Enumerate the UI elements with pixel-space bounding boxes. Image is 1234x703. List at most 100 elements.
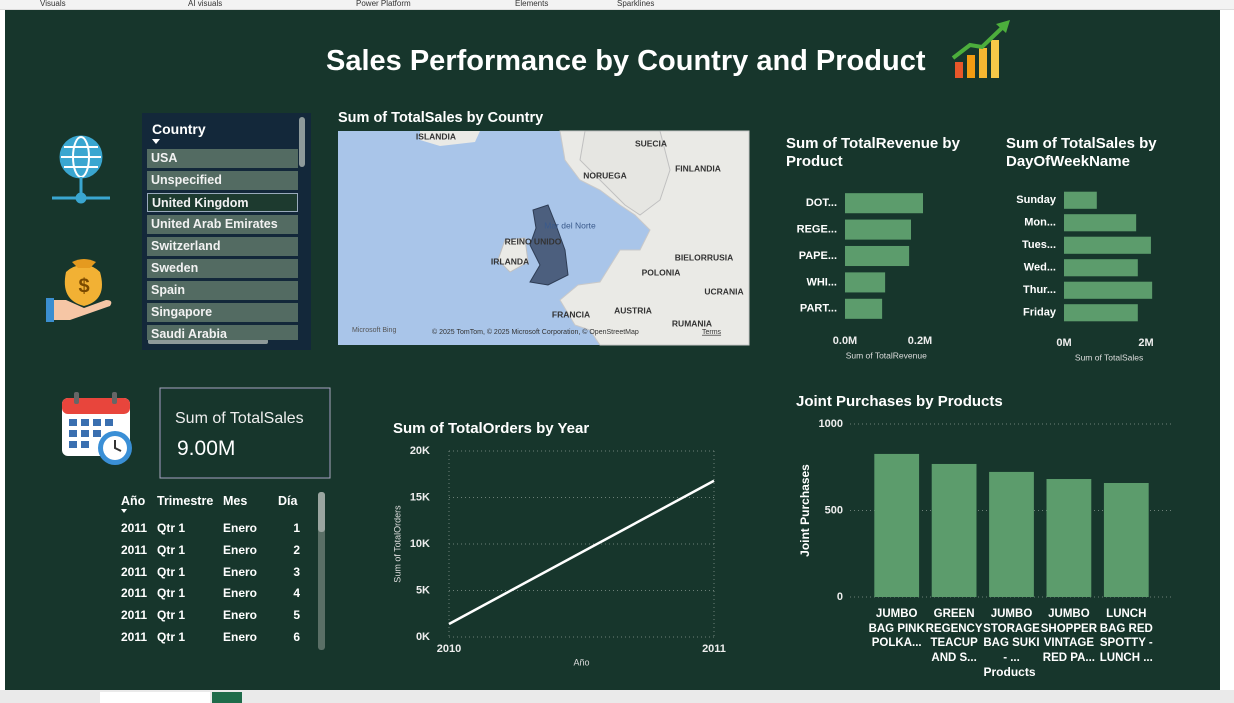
y-tick-label: 5K: [416, 584, 430, 596]
ribbon-label[interactable]: Power Platform: [356, 0, 411, 8]
category-label: JUMBO STORAGE BAG SUKI - ...: [983, 608, 1040, 664]
card-value: 9.00M: [177, 437, 236, 460]
table-cell: 2: [293, 542, 300, 557]
table-cell: 2011: [121, 630, 148, 644]
bar: [1103, 482, 1149, 597]
table-cell: Qtr 1: [157, 608, 186, 623]
y-tick-label: 0K: [416, 631, 430, 643]
slicer-item[interactable]: USA: [147, 149, 298, 168]
x-tick-label: 2011: [702, 643, 726, 655]
category-label: PAPE...: [799, 250, 837, 262]
map-terms[interactable]: Terms: [702, 329, 722, 336]
slicer-scrollbar[interactable]: [299, 117, 305, 167]
category-label: GREEN REGENCY TEACUP AND S...: [925, 608, 983, 664]
table-header[interactable]: Trimestre: [157, 494, 214, 508]
y-tick-label: 10K: [410, 538, 430, 550]
table-cell: 2011: [121, 542, 148, 557]
x-axis-title: Año: [573, 657, 589, 667]
table-cell: 2011: [121, 608, 148, 623]
bar: [845, 193, 923, 214]
bar: [989, 471, 1034, 597]
ribbon-label[interactable]: Sparklines: [617, 0, 655, 8]
ribbon-label[interactable]: AI visuals: [188, 0, 223, 8]
table-header[interactable]: Día: [278, 494, 298, 508]
map-label: SUECIA: [635, 138, 667, 148]
slicer-item[interactable]: United Kingdom: [147, 193, 298, 212]
y-axis-title: Joint Purchases: [798, 464, 812, 557]
bar: [845, 298, 883, 319]
table-cell: 2011: [121, 521, 148, 535]
map-label: NORUEGA: [583, 170, 626, 180]
x-axis-title: Sum of TotalRevenue: [846, 350, 927, 360]
slicer-item[interactable]: Switzerland: [147, 237, 298, 256]
active-tab[interactable]: [212, 692, 242, 703]
slicer-item[interactable]: Singapore: [147, 303, 298, 322]
chart-title: Sum of TotalRevenue by Product: [786, 135, 960, 170]
table-cell: 2011: [121, 586, 148, 601]
table-cell: Qtr 1: [157, 586, 186, 601]
table-cell: Enero: [223, 608, 258, 623]
map-label: FINLANDIA: [675, 163, 721, 173]
slicer-header: Country: [152, 121, 206, 137]
map-title: Sum of TotalSales by Country: [338, 110, 544, 126]
category-label: Sunday: [1016, 194, 1057, 206]
table-cell: Enero: [223, 521, 258, 535]
bar: [1046, 479, 1092, 597]
table-cell: Enero: [223, 564, 258, 579]
calendar-icon: [62, 392, 132, 465]
category-label: Tues...: [1022, 239, 1056, 251]
category-label: WHI...: [806, 276, 837, 288]
x-tick-label: 0M: [1056, 337, 1071, 349]
slicer-item[interactable]: Saudi Arabia: [147, 325, 298, 340]
map-label: RUMANIA: [672, 318, 712, 328]
svg-text:$: $: [78, 275, 89, 297]
table-scroll-thumb[interactable]: [318, 492, 325, 532]
slicer-item[interactable]: Sweden: [147, 259, 298, 278]
category-label: JUMBO SHOPPER VINTAGE RED PA...: [1040, 608, 1098, 664]
x-axis-title: Sum of TotalSales: [1075, 352, 1143, 362]
table-cell: 4: [293, 586, 300, 601]
x-tick-label: 2010: [437, 643, 461, 655]
slicer-item[interactable]: Unspecified: [147, 171, 298, 190]
category-label: DOT...: [806, 197, 837, 209]
category-label: LUNCH BAG RED SPOTTY - LUNCH ...: [1099, 608, 1153, 664]
map-attribution: © 2025 TomTom, © 2025 Microsoft Corporat…: [432, 328, 639, 336]
y-tick-label: 20K: [410, 445, 430, 457]
bar: [1064, 191, 1097, 209]
bar: [1064, 281, 1153, 299]
y-tick-label: 0: [837, 591, 843, 603]
category-label: Mon...: [1024, 217, 1056, 229]
ribbon-label[interactable]: Visuals: [40, 0, 66, 8]
slicer-hscrollbar[interactable]: [148, 339, 268, 344]
x-tick-label: 2M: [1138, 337, 1153, 349]
sort-arrow: [121, 509, 127, 513]
table-header[interactable]: Mes: [223, 494, 248, 508]
bar: [1064, 304, 1138, 322]
bottom-bar: [0, 690, 1234, 703]
table-header[interactable]: Año: [121, 494, 146, 508]
category-label: Wed...: [1024, 262, 1056, 274]
category-label: PART...: [800, 303, 837, 315]
bar: [1064, 259, 1138, 277]
category-label: REGE...: [797, 224, 837, 236]
table-cell: 1: [293, 521, 300, 535]
map-label: Mar del Norte: [544, 220, 596, 230]
page-tab[interactable]: [100, 692, 210, 703]
ribbon-label[interactable]: Elements: [515, 0, 549, 8]
table-cell: Qtr 1: [157, 521, 186, 535]
chart-title: Joint Purchases by Products: [796, 393, 1003, 410]
chart-title: Sum of TotalOrders by Year: [393, 420, 590, 437]
bar: [874, 453, 920, 597]
dashboard-title: Sales Performance by Country and Product: [326, 45, 926, 77]
growth-icon: [951, 20, 1010, 78]
table-cell: 2011: [121, 564, 148, 579]
table-cell: 6: [293, 630, 300, 644]
chart-title: Sum of TotalSales by DayOfWeekName: [1006, 135, 1157, 170]
slicer-item[interactable]: United Arab Emirates: [147, 215, 298, 234]
slicer-item[interactable]: Spain: [147, 281, 298, 300]
table-cell: 3: [293, 564, 300, 579]
bar: [845, 219, 911, 240]
table-cell: Enero: [223, 542, 258, 557]
